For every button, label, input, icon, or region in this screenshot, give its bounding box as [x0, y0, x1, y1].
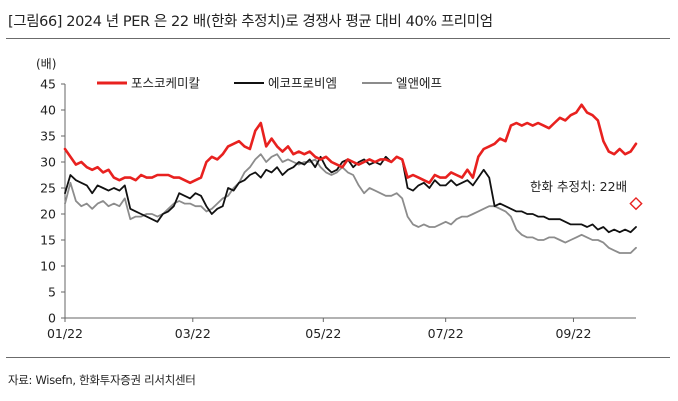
footer-divider	[6, 357, 670, 358]
annotation-layer: 한화 추정치: 22배	[530, 179, 643, 211]
x-tick-label: 01/22	[47, 326, 83, 341]
series-line-1	[63, 103, 638, 185]
source-note: 자료: Wisefn, 한화투자증권 리서치센터	[8, 373, 196, 387]
y-axis-unit: (배)	[36, 57, 56, 71]
chart-legend: 포스코케미칼 에코프로비엠 엘앤에프	[97, 76, 442, 91]
y-tick-label: 25	[40, 181, 56, 196]
y-tick-label: 40	[40, 103, 56, 118]
x-tick-label: 07/22	[428, 326, 464, 341]
series-line-3	[64, 153, 637, 254]
series-line-2	[64, 155, 637, 234]
y-tick-label: 30	[40, 155, 56, 170]
estimate-marker	[629, 196, 643, 211]
legend-label: 엘앤에프	[396, 76, 442, 91]
x-tick-label: 05/22	[305, 326, 341, 341]
y-tick-label: 5	[48, 285, 56, 300]
legend-label: 에코프로비엠	[268, 76, 337, 91]
legend-label: 포스코케미칼	[131, 76, 201, 91]
title-divider	[6, 38, 670, 39]
x-tick-label: 09/22	[555, 326, 591, 341]
y-tick-label: 10	[40, 259, 56, 274]
y-tick-label: 0	[48, 311, 56, 326]
y-tick-label: 35	[40, 129, 56, 144]
y-tick-label: 45	[40, 77, 56, 92]
x-tick-label: 03/22	[175, 326, 211, 341]
chart-axes: 0 5 10 15 20 25 30 35 40 45 (배) 01/22 03/22 05/22 07/2…	[36, 57, 636, 341]
y-tick-label: 15	[40, 233, 56, 248]
estimate-label: 한화 추정치: 22배	[530, 179, 627, 194]
series-layer	[63, 103, 638, 254]
y-tick-label: 20	[40, 207, 56, 222]
figure-title: [그림66] 2024 년 PER 은 22 배(한화 추정치)로 경쟁사 평균…	[8, 14, 493, 30]
